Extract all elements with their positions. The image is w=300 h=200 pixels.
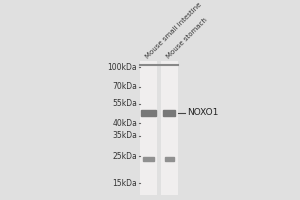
Text: 100kDa: 100kDa bbox=[108, 63, 137, 72]
Text: 70kDa: 70kDa bbox=[112, 82, 137, 91]
Bar bbox=[140, 61, 157, 195]
Text: 55kDa: 55kDa bbox=[112, 99, 137, 108]
FancyBboxPatch shape bbox=[141, 110, 156, 116]
Text: 25kDa: 25kDa bbox=[112, 152, 137, 161]
FancyBboxPatch shape bbox=[143, 157, 154, 161]
FancyBboxPatch shape bbox=[165, 157, 174, 161]
Text: 40kDa: 40kDa bbox=[112, 119, 137, 128]
Text: Mouse small intestine: Mouse small intestine bbox=[144, 1, 202, 60]
Text: Mouse stomach: Mouse stomach bbox=[165, 16, 208, 60]
Text: 35kDa: 35kDa bbox=[112, 131, 137, 140]
Text: 15kDa: 15kDa bbox=[112, 179, 137, 188]
Text: NOXO1: NOXO1 bbox=[187, 108, 219, 117]
Bar bbox=[161, 61, 178, 195]
FancyBboxPatch shape bbox=[164, 110, 175, 116]
